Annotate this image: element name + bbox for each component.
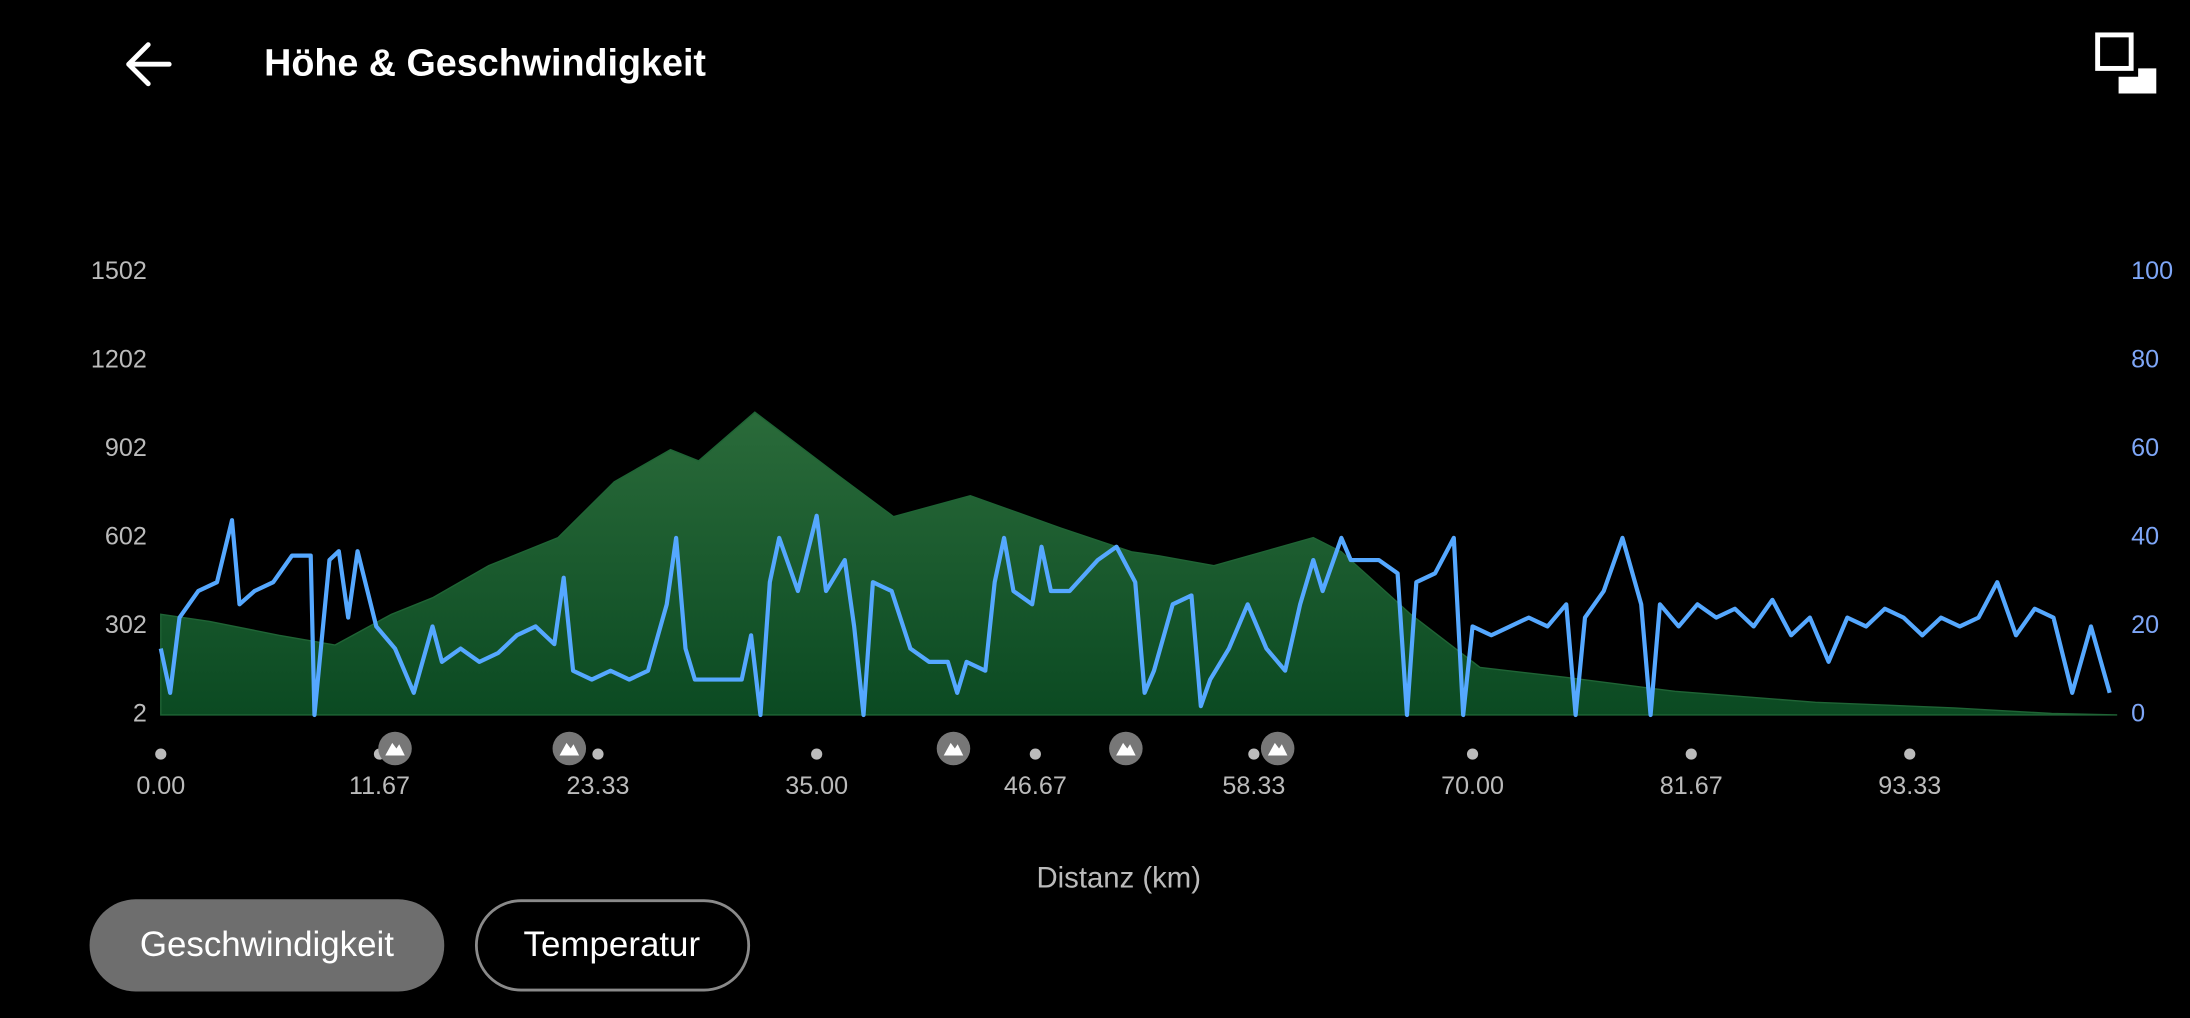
- temperature-button[interactable]: Temperatur: [474, 899, 751, 992]
- summit-icon: [1116, 742, 1136, 756]
- summit-marker: [378, 731, 412, 766]
- fullscreen-icon-corner: [2118, 68, 2157, 94]
- x-tick-dot: [1248, 748, 1260, 760]
- summit-marker: [1109, 731, 1143, 766]
- speed-line: [158, 513, 2112, 718]
- y-tick-label: 1502: [91, 257, 147, 285]
- y2-tick-label: 20: [2131, 611, 2159, 639]
- fullscreen-button[interactable]: [2095, 32, 2157, 94]
- summit-marker: [1260, 731, 1295, 766]
- x-tick-label: 81.67: [1660, 772, 1723, 800]
- y2-tick-label: 80: [2131, 345, 2159, 373]
- x-axis-label: Distanz (km): [1036, 862, 1200, 895]
- y2-tick-label: 100: [2131, 257, 2173, 285]
- x-tick-dot: [811, 748, 823, 760]
- y2-tick-label: 0: [2131, 700, 2145, 728]
- y-tick-label: 1202: [91, 345, 147, 373]
- page-title: Höhe & Geschwindigkeit: [264, 42, 706, 84]
- x-tick-label: 11.67: [349, 772, 410, 800]
- x-tick-dot: [592, 748, 604, 760]
- button-label: Temperatur: [524, 925, 701, 964]
- x-tick-dot: [1466, 748, 1479, 760]
- x-tick-dot: [1029, 748, 1041, 760]
- elevation-area: [160, 411, 2118, 716]
- x-tick-label: 35.00: [785, 772, 848, 800]
- y-tick-label: 2: [133, 700, 147, 728]
- y-tick-label: 602: [105, 523, 147, 551]
- y2-tick-label: 40: [2131, 523, 2159, 551]
- summit-icon: [943, 742, 964, 756]
- x-tick-label: 70.00: [1441, 772, 1504, 800]
- x-tick-label: 58.33: [1222, 772, 1285, 800]
- back-button[interactable]: [126, 42, 172, 87]
- x-tick-dot: [1904, 748, 1916, 760]
- x-tick-label: 93.33: [1878, 772, 1941, 800]
- x-tick-label: 46.67: [1004, 772, 1067, 800]
- summit-marker: [552, 731, 587, 766]
- button-label: Geschwindigkeit: [140, 925, 394, 964]
- button-outline: [474, 899, 751, 992]
- x-tick-dot: [1685, 748, 1697, 760]
- y-tick-label: 302: [105, 611, 147, 639]
- back-arrow: [126, 42, 172, 87]
- button-background: [89, 899, 445, 992]
- summit-marker: [936, 731, 971, 766]
- x-tick-label: 23.33: [567, 772, 630, 800]
- fullscreen-icon-frame: [2095, 32, 2134, 71]
- summit-icon: [1267, 742, 1288, 756]
- x-tick-dot: [155, 748, 167, 760]
- summit-icon: [559, 742, 580, 756]
- y-tick-label: 902: [105, 434, 147, 462]
- y2-tick-label: 60: [2131, 434, 2159, 462]
- x-tick-label: 0.00: [136, 772, 185, 800]
- summit-icon: [385, 742, 405, 756]
- chart: 2 302 602 902 1202 1502 0 20 40 60 80 100 0.00 11.67 2…: [91, 257, 2173, 800]
- speed-button[interactable]: Geschwindigkeit: [89, 899, 445, 992]
